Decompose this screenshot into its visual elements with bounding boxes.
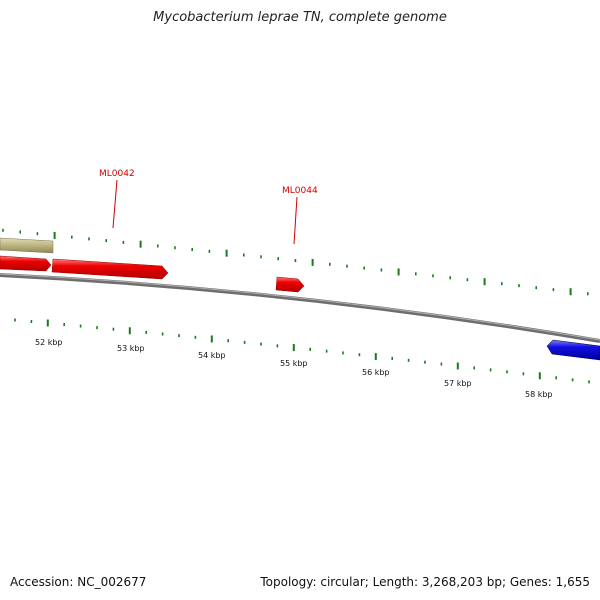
genome-backbone xyxy=(0,273,600,343)
tick-label: 55 kbp xyxy=(280,359,308,368)
accession-text: Accession: NC_002677 xyxy=(10,575,147,589)
outer-tick-ring xyxy=(2,228,589,296)
tick-label: 57 kbp xyxy=(444,379,472,388)
genome-backbone-highlight xyxy=(0,273,600,341)
tick-label: 53 kbp xyxy=(117,344,145,353)
tick-label: 58 kbp xyxy=(525,390,553,399)
other-feature xyxy=(0,237,54,254)
gene-reverse-strand[interactable] xyxy=(546,339,600,361)
tick-label: 56 kbp xyxy=(362,368,390,377)
map-title: Mycobacterium leprae TN, complete genome xyxy=(153,10,447,25)
genome-summary-text: Topology: circular; Length: 3,268,203 bp… xyxy=(260,575,590,589)
tick-label: 54 kbp xyxy=(198,351,226,360)
tick-label: 52 kbp xyxy=(35,338,63,347)
gene-ML0041[interactable] xyxy=(0,255,52,272)
gene-label-line xyxy=(112,179,118,229)
inner-tick-ring xyxy=(14,318,590,384)
gene-label-line xyxy=(293,196,298,245)
gene-label[interactable]: ML0044 xyxy=(282,186,318,196)
gene-ML0042[interactable] xyxy=(51,258,169,280)
tick-label-group: 52 kbp 53 kbp 54 kbp 55 kbp 56 kbp 57 kbp 58 k… xyxy=(35,338,553,399)
gene-ML0044[interactable] xyxy=(275,276,305,293)
gene-label[interactable]: ML0042 xyxy=(99,169,135,179)
